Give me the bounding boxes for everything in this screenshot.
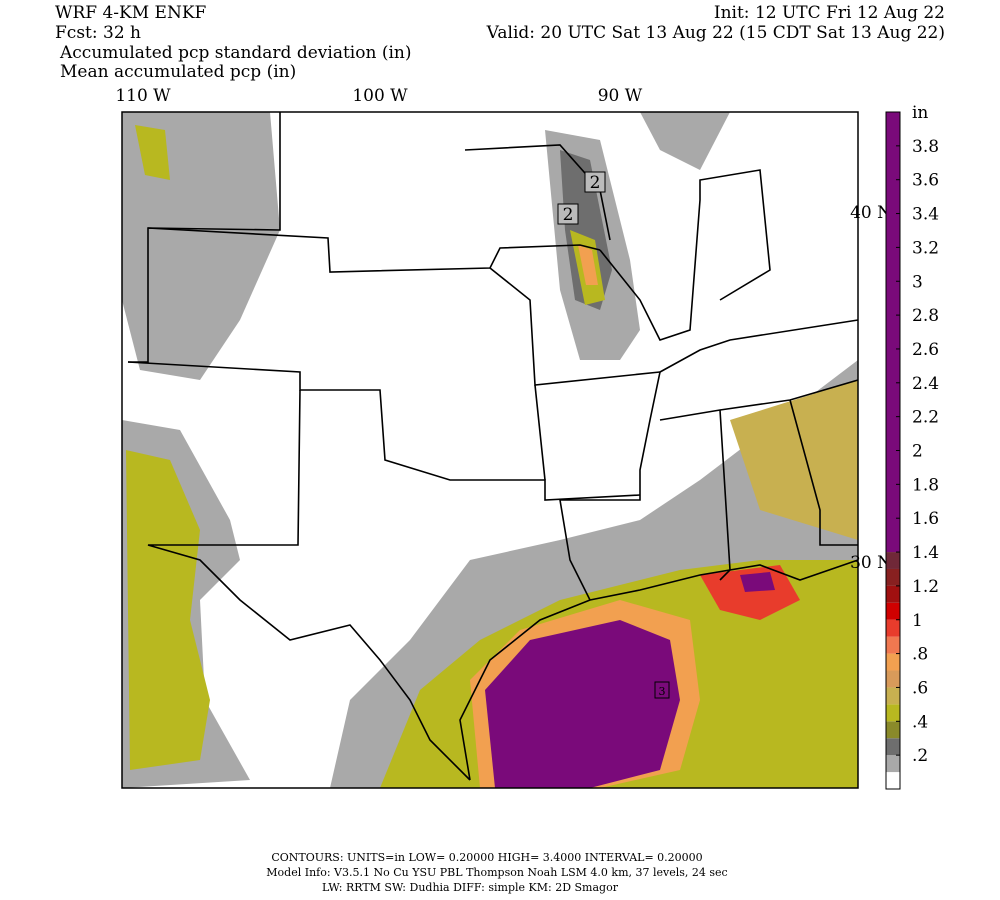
colorbar: in .2 .4 .6 .8 1 1.2 1.4 1.6 1.8 2 2.2 2.4 2.6 2.8 3 3.…	[885, 103, 939, 790]
map: 2 2 3 40 N 30 N	[121, 111, 892, 789]
colorbar-tick-label: .8	[912, 645, 928, 665]
lat-label: 40 N	[850, 203, 892, 223]
colorbar-tick-label: 2.2	[912, 408, 939, 428]
colorbar-tick-label: 3	[912, 272, 923, 292]
colorbar-bin	[886, 602, 900, 620]
lon-label: 100 W	[352, 86, 408, 106]
colorbar-bin	[886, 687, 900, 705]
lat-label: 30 N	[850, 553, 892, 573]
colorbar-bin	[886, 585, 900, 603]
colorbar-tick-label: .6	[912, 678, 928, 698]
footer-line: Model Info: V3.5.1 No Cu YSU PBL Thompso…	[266, 866, 727, 879]
colorbar-tick-label: 1.4	[912, 543, 939, 563]
footer-line: LW: RRTM SW: Dudhia DIFF: simple KM: 2D …	[322, 881, 619, 894]
colorbar-bin	[886, 755, 900, 773]
colorbar-tick-label: 2.8	[912, 306, 939, 326]
valid-time: Valid: 20 UTC Sat 13 Aug 22 (15 CDT Sat …	[486, 23, 945, 43]
colorbar-tick-label: 1.6	[912, 509, 939, 529]
colorbar-bin	[886, 721, 900, 739]
colorbar-tick-label: 1.8	[912, 475, 939, 495]
colorbar-tick-label: .4	[912, 712, 928, 732]
colorbar-tick-label: 1.2	[912, 577, 939, 597]
contour-label-text: 2	[563, 205, 574, 225]
colorbar-tick-label: .2	[912, 746, 928, 766]
lon-label: 110 W	[115, 86, 171, 106]
colorbar-bin	[886, 636, 900, 654]
field-title: Mean accumulated pcp (in)	[60, 62, 296, 82]
colorbar-tick-label: 3.6	[912, 171, 939, 191]
map-frame	[121, 111, 859, 789]
colorbar-bin	[886, 619, 900, 637]
colorbar-tick-label: 3.4	[912, 205, 939, 225]
forecast-hour: Fcst: 32 h	[55, 23, 141, 43]
lon-label: 90 W	[598, 86, 643, 106]
contour-label-text: 3	[659, 685, 666, 698]
colorbar-tick-label: 2.4	[912, 374, 939, 394]
precip-field	[122, 112, 858, 788]
field-title: Accumulated pcp standard deviation (in)	[59, 43, 411, 63]
model-title: WRF 4-KM ENKF	[55, 3, 207, 23]
colorbar-tick-label: 2.6	[912, 340, 939, 360]
colorbar-tick-label: 3.2	[912, 238, 939, 258]
colorbar-bin	[886, 670, 900, 688]
colorbar-bin	[886, 772, 900, 789]
colorbar-bin	[886, 653, 900, 671]
colorbar-bin	[886, 704, 900, 722]
colorbar-bin	[886, 112, 900, 553]
footer-line: CONTOURS: UNITS=in LOW= 0.20000 HIGH= 3.…	[271, 851, 702, 864]
colorbar-tick-label: 3.8	[912, 137, 939, 157]
colorbar-unit: in	[912, 103, 928, 123]
contour-label: 2 2 3	[557, 171, 670, 699]
colorbar-bin	[886, 552, 900, 569]
colorbar-bin	[886, 738, 900, 756]
colorbar-bin	[886, 568, 900, 586]
colorbar-tick-label: 2	[912, 442, 923, 462]
init-time: Init: 12 UTC Fri 12 Aug 22	[714, 3, 945, 23]
contour-label-text: 2	[590, 173, 601, 193]
colorbar-tick-label: 1	[912, 611, 923, 631]
state-borders	[127, 112, 859, 781]
